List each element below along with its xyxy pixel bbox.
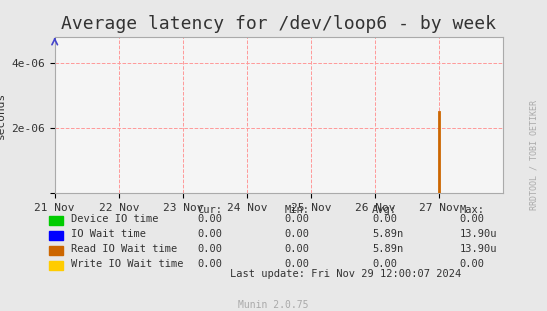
Text: 0.00: 0.00 <box>197 214 222 224</box>
Text: Cur:: Cur: <box>197 205 222 215</box>
Text: IO Wait time: IO Wait time <box>71 229 146 239</box>
Text: 0.00: 0.00 <box>197 229 222 239</box>
Text: 0.00: 0.00 <box>284 214 310 224</box>
Text: Write IO Wait time: Write IO Wait time <box>71 259 184 269</box>
Text: Munin 2.0.75: Munin 2.0.75 <box>238 300 309 310</box>
Y-axis label: seconds: seconds <box>0 91 5 139</box>
Text: 0.00: 0.00 <box>284 244 310 254</box>
Text: 5.89n: 5.89n <box>372 229 403 239</box>
Text: Avg:: Avg: <box>372 205 397 215</box>
Text: 5.89n: 5.89n <box>372 244 403 254</box>
Text: 0.00: 0.00 <box>372 214 397 224</box>
Text: 0.00: 0.00 <box>459 259 485 269</box>
Text: 0.00: 0.00 <box>284 259 310 269</box>
Text: Max:: Max: <box>459 205 485 215</box>
Text: 0.00: 0.00 <box>372 259 397 269</box>
Text: Read IO Wait time: Read IO Wait time <box>71 244 177 254</box>
Text: 0.00: 0.00 <box>197 244 222 254</box>
Text: Last update: Fri Nov 29 12:00:07 2024: Last update: Fri Nov 29 12:00:07 2024 <box>230 269 461 279</box>
Text: 0.00: 0.00 <box>197 259 222 269</box>
Text: 13.90u: 13.90u <box>459 244 497 254</box>
Text: RRDTOOL / TOBI OETIKER: RRDTOOL / TOBI OETIKER <box>530 100 539 211</box>
Text: 13.90u: 13.90u <box>459 229 497 239</box>
Text: 0.00: 0.00 <box>459 214 485 224</box>
Text: 0.00: 0.00 <box>284 229 310 239</box>
Text: Device IO time: Device IO time <box>71 214 159 224</box>
Title: Average latency for /dev/loop6 - by week: Average latency for /dev/loop6 - by week <box>61 15 497 33</box>
Text: Min:: Min: <box>284 205 310 215</box>
